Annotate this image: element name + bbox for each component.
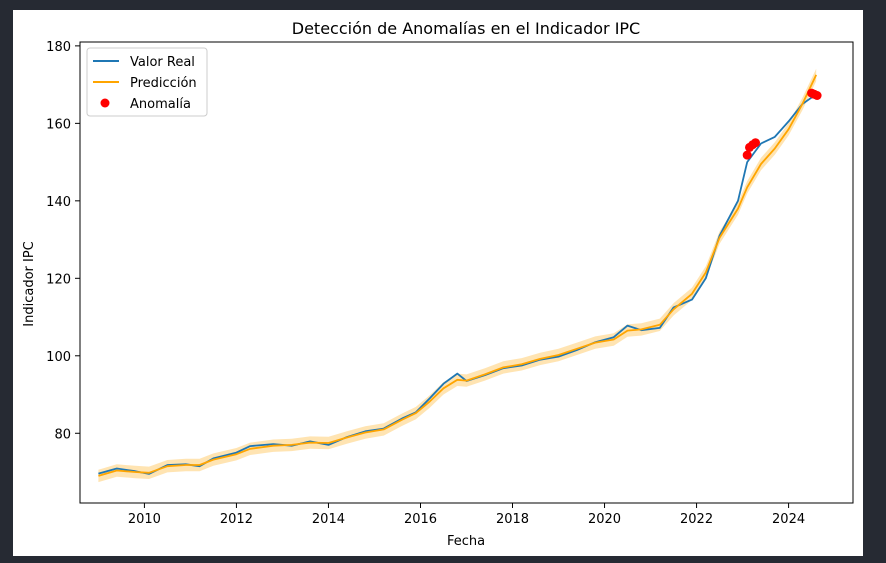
chart-figure: Detección de Anomalías en el Indicador I…: [13, 10, 863, 556]
legend-label-valor-real: Valor Real: [130, 55, 195, 70]
anomaly-point: [751, 138, 760, 148]
x-tick-label: 2024: [772, 512, 805, 527]
series-line-valor-real: [98, 93, 817, 475]
legend-marker-anomalia: [100, 98, 110, 108]
y-tick-label: 80: [54, 427, 71, 442]
y-tick-label: 120: [46, 272, 71, 287]
y-tick-label: 140: [46, 195, 71, 210]
chart-svg: Detección de Anomalías en el Indicador I…: [22, 19, 854, 549]
confidence-band-layer: [98, 68, 817, 483]
legend-label-prediccion: Predicción: [130, 76, 197, 91]
x-axis-label: Fecha: [447, 534, 485, 549]
legend-box: [86, 47, 208, 117]
anomaly-layer: [742, 88, 822, 160]
y-tick-label: 180: [46, 40, 71, 55]
anomaly-point: [812, 91, 822, 100]
x-tick-label: 2016: [404, 512, 437, 527]
plot-frame: [79, 41, 854, 504]
confidence-band: [98, 68, 817, 483]
y-axis-label: Indicador IPC: [22, 241, 37, 326]
chart-title: Detección de Anomalías en el Indicador I…: [292, 19, 640, 38]
x-tick-label: 2010: [128, 512, 161, 527]
x-tick-label: 2018: [496, 512, 529, 527]
legend-label-anomalia: Anomalía: [130, 97, 191, 112]
series-line-layer: [98, 74, 818, 477]
y-tick-label: 100: [46, 350, 71, 365]
x-tick-label: 2022: [680, 512, 713, 527]
x-axis-ticks: 2010 2012 2014 2016 2018 2020 2022 2024: [128, 503, 805, 527]
y-axis-ticks: 80 100 120 140 160 180: [46, 40, 80, 442]
anomaly-point: [742, 150, 752, 160]
x-tick-label: 2020: [588, 512, 621, 527]
y-tick-label: 160: [46, 117, 71, 132]
x-tick-label: 2014: [312, 512, 345, 527]
x-tick-label: 2012: [220, 512, 253, 527]
series-line-prediccion: [98, 74, 818, 477]
legend: Valor Real Predicción Anomalía: [86, 47, 208, 117]
